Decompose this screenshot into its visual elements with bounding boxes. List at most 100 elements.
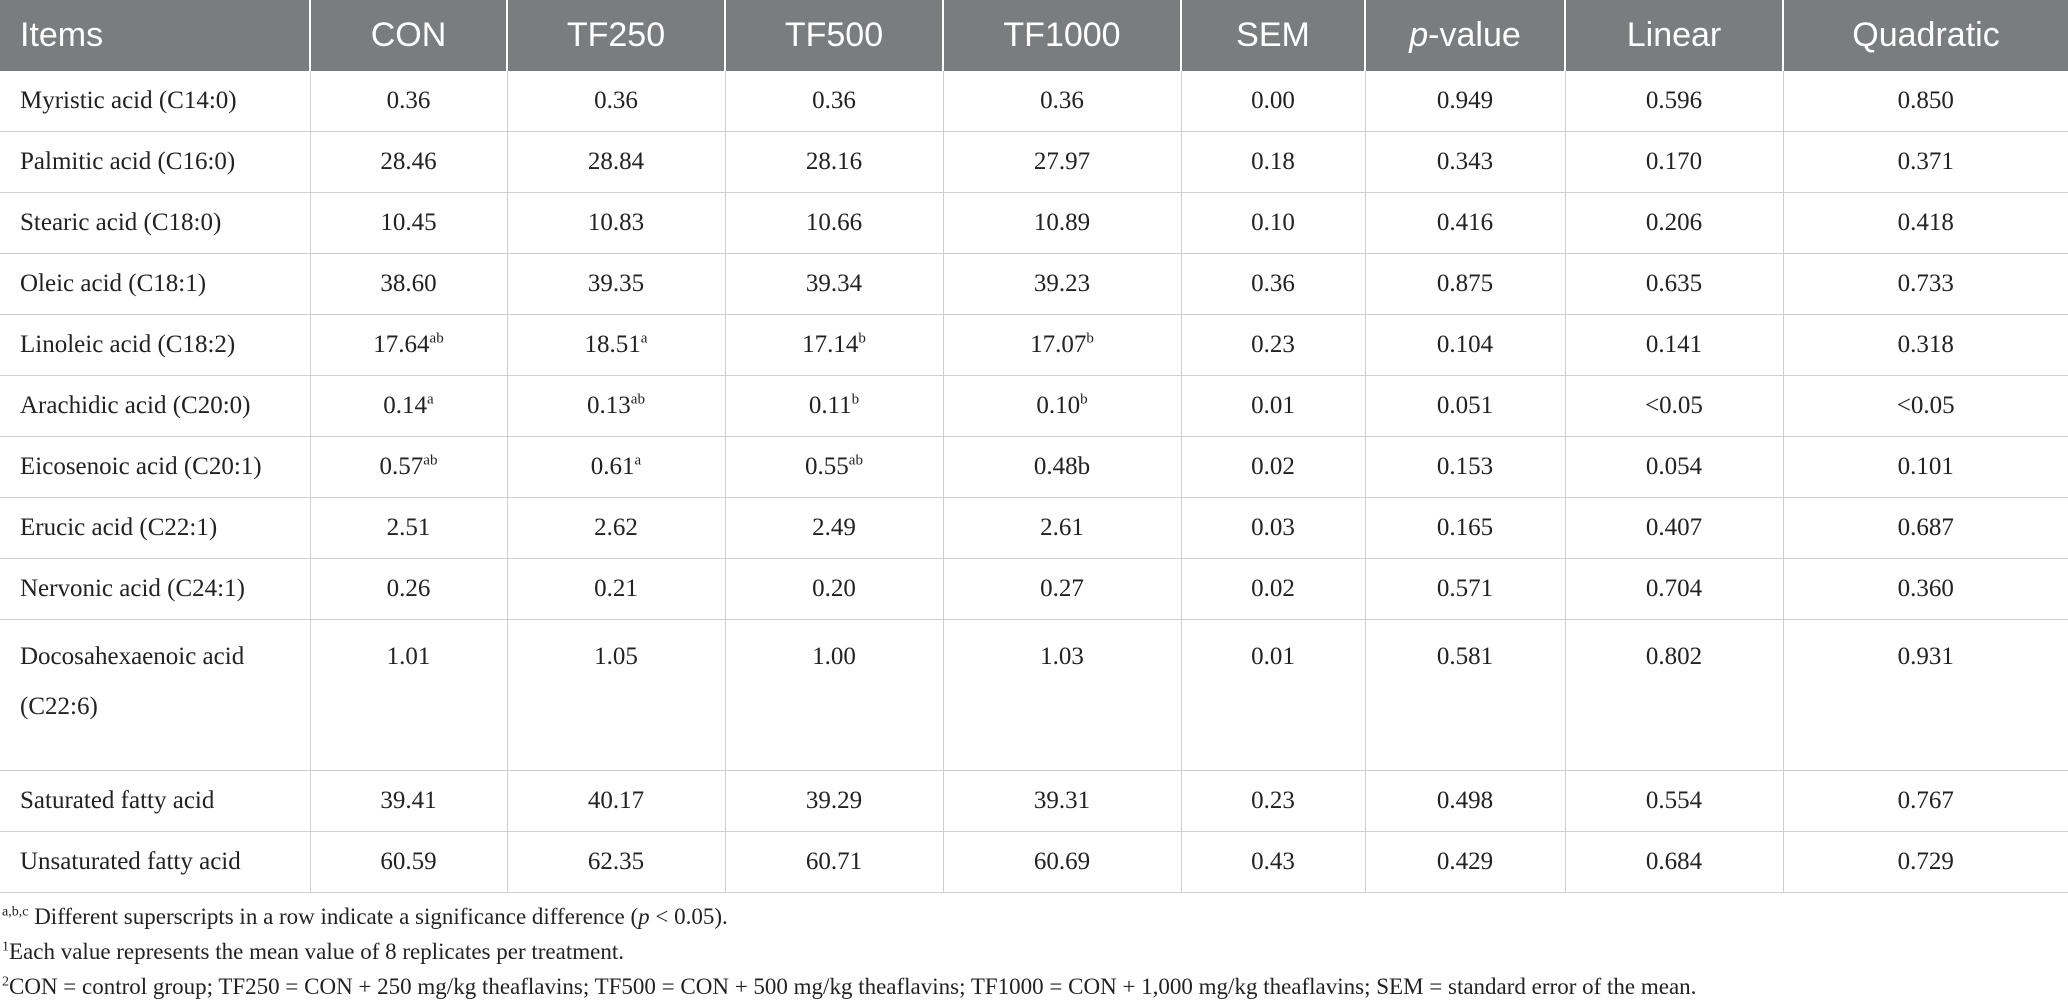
cell-linear: 0.407 (1565, 497, 1784, 559)
cell-value: 0.684 (1645, 848, 1703, 875)
cell-value: 39.23 (1033, 270, 1091, 297)
significance-superscript: a (634, 452, 642, 469)
cell-tf500: 60.71 (725, 831, 944, 893)
cell-value: 17.07 (1030, 331, 1087, 358)
cell-value: 0.051 (1436, 392, 1494, 419)
row-label: Myristic acid (C14:0) (0, 71, 311, 132)
cell-tf250: 18.51a (507, 314, 726, 376)
cell-value: 0.21 (594, 575, 638, 602)
cell-value: 17.14 (802, 331, 859, 358)
cell-tf500: 39.34 (725, 253, 944, 315)
cell-sem: 0.03 (1181, 497, 1366, 559)
cell-value: 0.418 (1897, 209, 1954, 236)
col-header-con: CON (310, 0, 508, 71)
cell-value: 0.635 (1645, 270, 1703, 297)
cell-tf250: 0.13ab (507, 375, 726, 437)
cell-tf500: 39.29 (725, 770, 944, 832)
cell-sem: 0.02 (1181, 558, 1366, 620)
cell-value: 0.27 (1040, 575, 1084, 602)
cell-value: 0.02 (1251, 453, 1295, 480)
cell-con: 1.01 (310, 619, 508, 771)
cell-value: 0.61 (590, 453, 635, 480)
cell-value: 0.03 (1251, 514, 1295, 541)
cell-linear: 0.684 (1565, 831, 1784, 893)
cell-p-value: 0.581 (1365, 619, 1566, 771)
cell-value: 62.35 (587, 848, 645, 875)
cell-sem: 0.43 (1181, 831, 1366, 893)
cell-value: 0.20 (812, 575, 856, 602)
cell-p-value: 0.571 (1365, 558, 1566, 620)
cell-linear: 0.704 (1565, 558, 1784, 620)
cell-con: 0.26 (310, 558, 508, 620)
cell-value: 0.57 (379, 453, 424, 480)
row-label: Oleic acid (C18:1) (0, 253, 311, 315)
cell-value: 0.153 (1436, 453, 1494, 480)
cell-value: 0.733 (1897, 270, 1954, 297)
table-row: Arachidic acid (C20:0) 0.14a 0.13ab 0.11b 0.… (0, 375, 2068, 437)
cell-p-value: 0.051 (1365, 375, 1566, 437)
significance-superscript: b (1080, 391, 1088, 408)
row-label: Arachidic acid (C20:0) (0, 375, 311, 437)
cell-value: 27.97 (1033, 148, 1091, 175)
cell-value: 39.31 (1033, 787, 1091, 814)
significance-superscript: b (858, 330, 866, 347)
cell-value: 0.23 (1251, 787, 1295, 814)
cell-value: 28.84 (587, 148, 645, 175)
cell-value: 0.931 (1897, 643, 1954, 670)
cell-value: 10.45 (380, 209, 437, 236)
cell-linear: 0.596 (1565, 71, 1784, 132)
cell-value: 0.01 (1251, 643, 1295, 670)
cell-value: 0.18 (1251, 148, 1295, 175)
cell-value: 28.46 (380, 148, 437, 175)
cell-value: 1.00 (812, 643, 856, 670)
cell-tf500: 17.14b (725, 314, 944, 376)
cell-quadratic: 0.318 (1783, 314, 2068, 376)
cell-value: 60.69 (1033, 848, 1091, 875)
cell-value: 0.170 (1645, 148, 1703, 175)
row-label: Saturated fatty acid (0, 770, 311, 832)
cell-value: 0.36 (1040, 87, 1084, 114)
cell-sem: 0.23 (1181, 770, 1366, 832)
col-header-p-value: p-value (1365, 0, 1566, 71)
significance-superscript: a (640, 330, 648, 347)
table-row: Myristic acid (C14:0) 0.36 0.36 0.36 0.36 0.0… (0, 71, 2068, 132)
cell-value: 0.687 (1897, 514, 1954, 541)
table-footnotes: a,b,c Different superscripts in a row in… (0, 899, 2068, 1004)
col-header-tf1000: TF1000 (943, 0, 1182, 71)
cell-value: 0.581 (1436, 643, 1494, 670)
cell-value: 18.51 (584, 331, 641, 358)
footnote-marker: 2 (2, 974, 9, 990)
row-label: Eicosenoic acid (C20:1) (0, 436, 311, 498)
cell-value: 0.101 (1897, 453, 1954, 480)
table-row: Docosahexaenoic acid (C22:6) 1.01 1.05 1.00… (0, 619, 2068, 771)
cell-value: 0.104 (1436, 331, 1494, 358)
col-header-items: Items (0, 0, 311, 71)
cell-value: 0.55 (805, 453, 849, 480)
cell-p-value: 0.949 (1365, 71, 1566, 132)
cell-sem: 0.02 (1181, 436, 1366, 498)
row-label: Docosahexaenoic acid (C22:6) (0, 619, 311, 771)
cell-quadratic: 0.767 (1783, 770, 2068, 832)
cell-tf1000: 0.36 (943, 71, 1182, 132)
cell-value: 0.36 (1251, 270, 1295, 297)
cell-value: 0.767 (1897, 787, 1954, 814)
cell-tf500: 1.00 (725, 619, 944, 771)
cell-value: 28.16 (805, 148, 863, 175)
cell-value: 0.36 (594, 87, 638, 114)
cell-value: 10.66 (805, 209, 863, 236)
significance-superscript: b (851, 391, 860, 408)
cell-tf500: 28.16 (725, 131, 944, 193)
table-body: Myristic acid (C14:0) 0.36 0.36 0.36 0.36 0.0… (0, 71, 2068, 893)
cell-value: 0.371 (1897, 148, 1954, 175)
cell-value: 0.165 (1436, 514, 1494, 541)
footnote-text: CON = control group; TF250 = CON + 250 m… (9, 974, 1697, 999)
cell-tf250: 10.83 (507, 192, 726, 254)
cell-value: 39.34 (805, 270, 863, 297)
cell-value: 0.054 (1645, 453, 1703, 480)
cell-value: 0.10 (1251, 209, 1295, 236)
significance-superscript: a (427, 391, 434, 408)
cell-con: 0.57ab (310, 436, 508, 498)
cell-tf1000: 0.10b (943, 375, 1182, 437)
cell-tf250: 0.21 (507, 558, 726, 620)
cell-value: 0.36 (386, 87, 431, 114)
